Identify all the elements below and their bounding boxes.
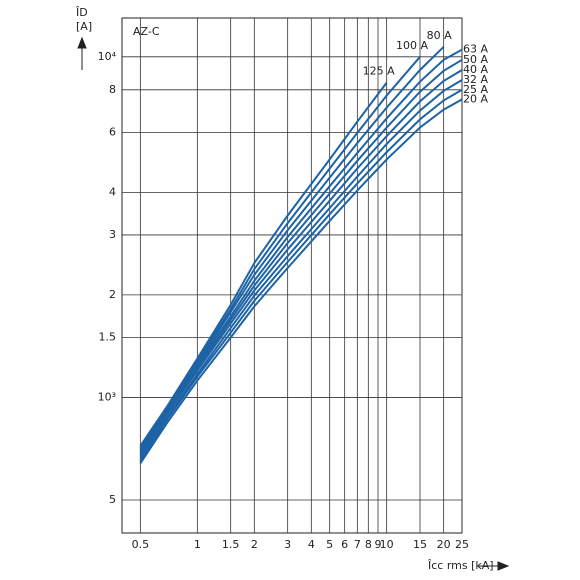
series-label: 25 A [463,83,488,96]
x-tick-label: 25 [455,538,469,551]
x-axis-label: Îcc rms [kA] [427,559,494,572]
y-tick-label: 6 [109,125,116,138]
plot-frame [121,17,463,534]
y-axis-label: ÎD [75,6,88,19]
x-tick-label: 8 [365,538,372,551]
x-tick-label: 2 [251,538,258,551]
series-line [139,88,463,462]
y-tick-label: 10³ [98,390,116,403]
y-tick-label: 4 [109,185,116,198]
x-tick-label: 5 [326,538,333,551]
y-tick-label: 1.5 [99,330,117,343]
y-tick-label: 8 [109,83,116,96]
x-tick-label: 4 [308,538,315,551]
series-line [139,81,388,447]
y-tick-label: 5 [109,493,116,506]
series-label: 125 A [363,65,395,78]
y-axis-unit: [A] [76,20,92,33]
x-tick-label: 20 [437,538,451,551]
x-tick-label: 6 [341,538,348,551]
series-label: 32 A [463,73,488,86]
x-tick-label: 15 [413,538,427,551]
series-line [139,98,463,465]
series-line [139,56,421,449]
series-label: 40 A [463,63,488,76]
series-label: 100 A [396,39,428,52]
series-line [139,48,463,453]
series-label: 50 A [463,53,488,66]
y-arrow [77,36,87,70]
x-tick-label: 10 [380,538,394,551]
x-tick-label: 0.5 [132,538,150,551]
series-line [139,79,463,460]
x-tick-label: 9 [374,538,381,551]
series-line [139,69,463,458]
series-label: 80 A [427,29,452,42]
y-tick-label: 3 [109,228,116,241]
chart-title: AZ-C [133,25,160,38]
x-tick-label: 7 [354,538,361,551]
y-tick-label: 10⁴ [98,50,117,63]
x-arrow [478,561,510,571]
x-tick-label: 1.5 [222,538,240,551]
x-tick-label: 1 [194,538,201,551]
x-tick-label: 3 [284,538,291,551]
series-label: 63 A [463,43,488,56]
y-tick-label: 2 [109,288,116,301]
series-label: 20 A [463,92,488,105]
series-line [139,46,445,451]
series-line [139,58,463,456]
